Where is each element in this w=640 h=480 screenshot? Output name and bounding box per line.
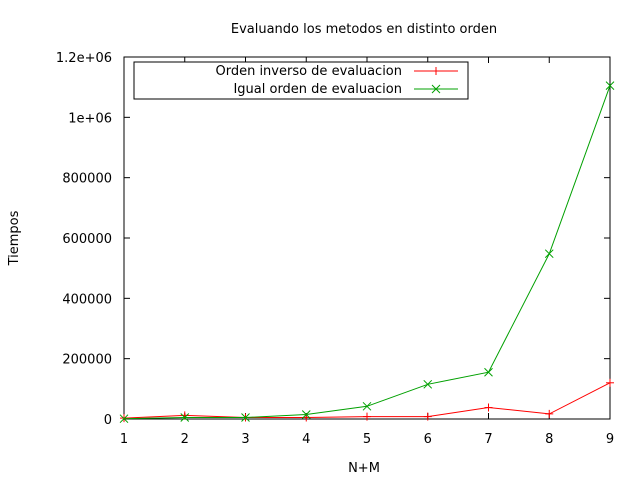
series-2-point — [423, 379, 433, 389]
y-axis-label: Tiempos — [7, 210, 22, 266]
series-1-point — [363, 412, 371, 421]
legend: Orden inverso de evaluacion Igual orden … — [133, 61, 469, 100]
x-tick-label: 3 — [241, 432, 249, 447]
series-1-point — [423, 412, 432, 421]
series-line-2 — [123, 85, 611, 420]
x-tick-label: 8 — [545, 432, 553, 447]
series-2-point — [301, 410, 311, 419]
series-2-point — [605, 81, 615, 91]
legend-label-series-2: Igual orden de evaluacion — [233, 82, 402, 97]
y-tick-label: 800000 — [62, 172, 112, 187]
x-tick-label: 5 — [363, 432, 371, 447]
x-tick-label: 1 — [120, 432, 128, 447]
legend-marker-series-2 — [431, 84, 441, 94]
y-axis: 0 200000 400000 600000 800000 1e+06 1.2e+06 — [56, 51, 610, 428]
series-2-point — [241, 413, 250, 422]
series-1-point — [606, 378, 614, 387]
plot-frame — [123, 56, 611, 420]
legend-swatches — [414, 67, 458, 94]
series-1-point — [545, 409, 554, 418]
y-tick-label: 400000 — [62, 292, 112, 307]
y-tick-label: 1.2e+06 — [56, 51, 112, 66]
x-tick-label: 2 — [181, 432, 189, 447]
legend-marker-series-1 — [432, 67, 440, 75]
x-axis: 1 2 3 4 5 6 7 8 9 — [120, 57, 614, 447]
legend-box — [133, 61, 469, 100]
x-axis-label: N+M — [348, 461, 380, 476]
series-2-point — [484, 367, 493, 377]
legend-label-series-1: Orden inverso de evaluacion — [215, 64, 402, 79]
series-2-point — [119, 414, 129, 424]
series-2-point — [362, 401, 372, 411]
y-tick-label: 1e+06 — [68, 111, 112, 126]
series-2-point — [544, 249, 554, 259]
y-tick-label: 0 — [104, 413, 112, 428]
x-tick-label: 7 — [484, 432, 492, 447]
series-1-point — [484, 403, 493, 412]
series-layer — [119, 81, 615, 424]
y-tick-label: 200000 — [62, 353, 112, 368]
y-tick-label: 600000 — [62, 232, 112, 247]
series-2-point — [180, 413, 190, 422]
x-tick-label: 6 — [424, 432, 432, 447]
x-tick-label: 4 — [302, 432, 310, 447]
chart-title: Evaluando los metodos en distinto orden — [231, 22, 497, 37]
x-tick-label: 9 — [606, 432, 614, 447]
